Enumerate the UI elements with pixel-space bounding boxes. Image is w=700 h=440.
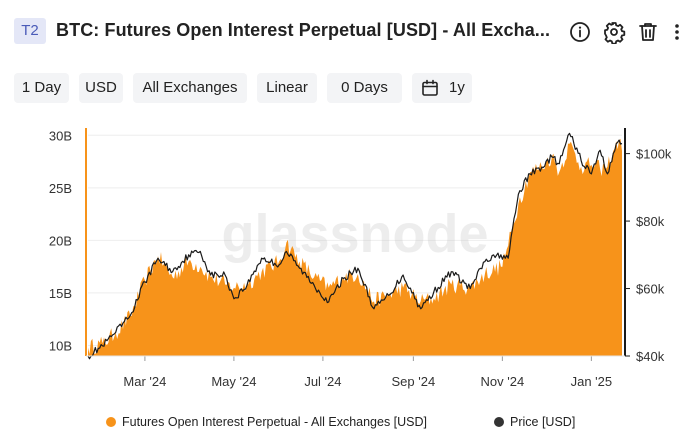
resolution-select[interactable]: 1 Day — [14, 73, 69, 103]
left-axis-ticks: 10B 15B 20B 25B 30B — [49, 128, 72, 353]
more-vertical-icon[interactable] — [670, 20, 684, 44]
more-vertical-icon-graphic — [675, 24, 679, 40]
currency-select[interactable]: USD — [79, 73, 123, 103]
gear-icon-graphic — [604, 22, 626, 45]
legend: Futures Open Interest Perpetual - All Ex… — [0, 412, 700, 434]
right-tick-label: $60k — [636, 282, 665, 297]
info-icon-graphic — [570, 22, 590, 42]
date-range-label: 1y — [449, 79, 465, 96]
trash-icon-graphic — [639, 23, 657, 41]
exchange-select[interactable]: All Exchanges — [133, 73, 247, 103]
x-tick-label: Nov '24 — [481, 374, 525, 389]
left-tick-label: 30B — [49, 128, 72, 143]
chart-area[interactable]: 10B 15B 20B 25B 30B $40k $60k $80k $100k Mar '2… — [0, 120, 700, 400]
gear-icon[interactable] — [602, 20, 626, 45]
legend-item-open-interest[interactable]: Futures Open Interest Perpetual - All Ex… — [106, 415, 427, 429]
right-axis-ticks: $40k $60k $80k $100k — [625, 147, 672, 364]
legend-item-price[interactable]: Price [USD] — [494, 415, 575, 429]
right-tick-label: $100k — [636, 147, 672, 162]
left-tick-label: 20B — [49, 233, 72, 248]
x-tick-label: May '24 — [211, 374, 256, 389]
right-tick-label: $80k — [636, 214, 665, 229]
chart-title: BTC: Futures Open Interest Perpetual [US… — [56, 20, 551, 40]
chart-svg: 10B 15B 20B 25B 30B $40k $60k $80k $100k Mar '2… — [49, 128, 672, 389]
legend-swatch-orange — [106, 417, 116, 427]
x-tick-label: Jul '24 — [304, 374, 341, 389]
legend-swatch-black — [494, 417, 504, 427]
right-tick-label: $40k — [636, 349, 665, 364]
watermark: glassnode — [221, 204, 488, 264]
chart-header: T2 BTC: Futures Open Interest Perpetual … — [14, 16, 686, 48]
left-tick-label: 25B — [49, 181, 72, 196]
scale-select[interactable]: Linear — [257, 73, 317, 103]
price-line — [87, 132, 623, 360]
info-icon[interactable] — [568, 20, 592, 44]
trash-icon[interactable] — [636, 20, 660, 44]
legend-label-open-interest: Futures Open Interest Perpetual - All Ex… — [122, 415, 428, 429]
x-tick-label: Mar '24 — [123, 374, 166, 389]
x-axis-ticks: Mar '24 May '24 Jul '24 Sep '24 Nov '24 Jan '… — [123, 356, 612, 389]
open-interest-area — [88, 138, 622, 356]
left-tick-label: 10B — [49, 338, 72, 353]
legend-label-price: Price [USD] — [510, 415, 576, 429]
moving-average-select[interactable]: 0 Days — [327, 73, 402, 103]
calendar-icon — [422, 79, 438, 96]
left-tick-label: 15B — [49, 286, 72, 301]
tier-badge: T2 — [14, 18, 46, 44]
x-tick-label: Jan '25 — [571, 374, 613, 389]
x-tick-label: Sep '24 — [392, 374, 436, 389]
date-range-select[interactable]: 1y — [412, 73, 472, 103]
